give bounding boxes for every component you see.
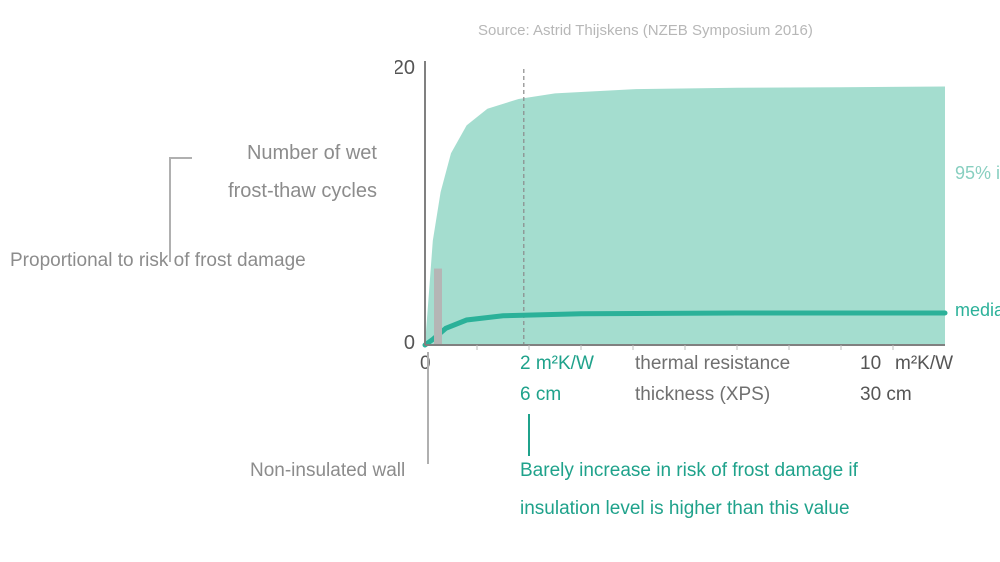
y-tick-20: 20 bbox=[395, 57, 415, 79]
barely-line2: insulation level is higher than this val… bbox=[520, 498, 850, 520]
x-tr-unit-10: m²K/W bbox=[895, 353, 953, 375]
noninsulated-bar bbox=[434, 269, 442, 345]
yaxis-label-line2: frost-thaw cycles bbox=[197, 180, 377, 203]
source-text: Source: Astrid Thijskens (NZEB Symposium… bbox=[478, 22, 813, 39]
x-tr-value-10: 10 bbox=[860, 353, 881, 375]
figure: Source: Astrid Thijskens (NZEB Symposium… bbox=[0, 0, 1000, 562]
non-insulated-label: Non-insulated wall bbox=[250, 460, 405, 482]
barely-line1: Barely increase in risk of frost damage … bbox=[520, 460, 858, 482]
x-tr-caption: thermal resistance bbox=[635, 353, 790, 375]
proportional-text: Proportional to risk of frost damage bbox=[10, 250, 306, 272]
confidence-band bbox=[425, 87, 945, 346]
median-label: median bbox=[955, 300, 1000, 321]
chart: 20 0 bbox=[395, 40, 985, 400]
yaxis-label-line1: Number of wet bbox=[197, 142, 377, 165]
x-th-value-2: 6 cm bbox=[520, 384, 561, 406]
x-th-caption: thickness (XPS) bbox=[635, 384, 770, 406]
barely-pointer bbox=[523, 414, 543, 464]
y-tick-0: 0 bbox=[404, 332, 415, 354]
interval-label: 95% interval bbox=[955, 163, 1000, 184]
x-tr-value-2: 2 m²K/W bbox=[520, 353, 594, 375]
yaxis-bracket bbox=[164, 152, 204, 292]
x-th-value-10: 30 cm bbox=[860, 384, 912, 406]
noninsulated-pointer bbox=[418, 352, 458, 472]
